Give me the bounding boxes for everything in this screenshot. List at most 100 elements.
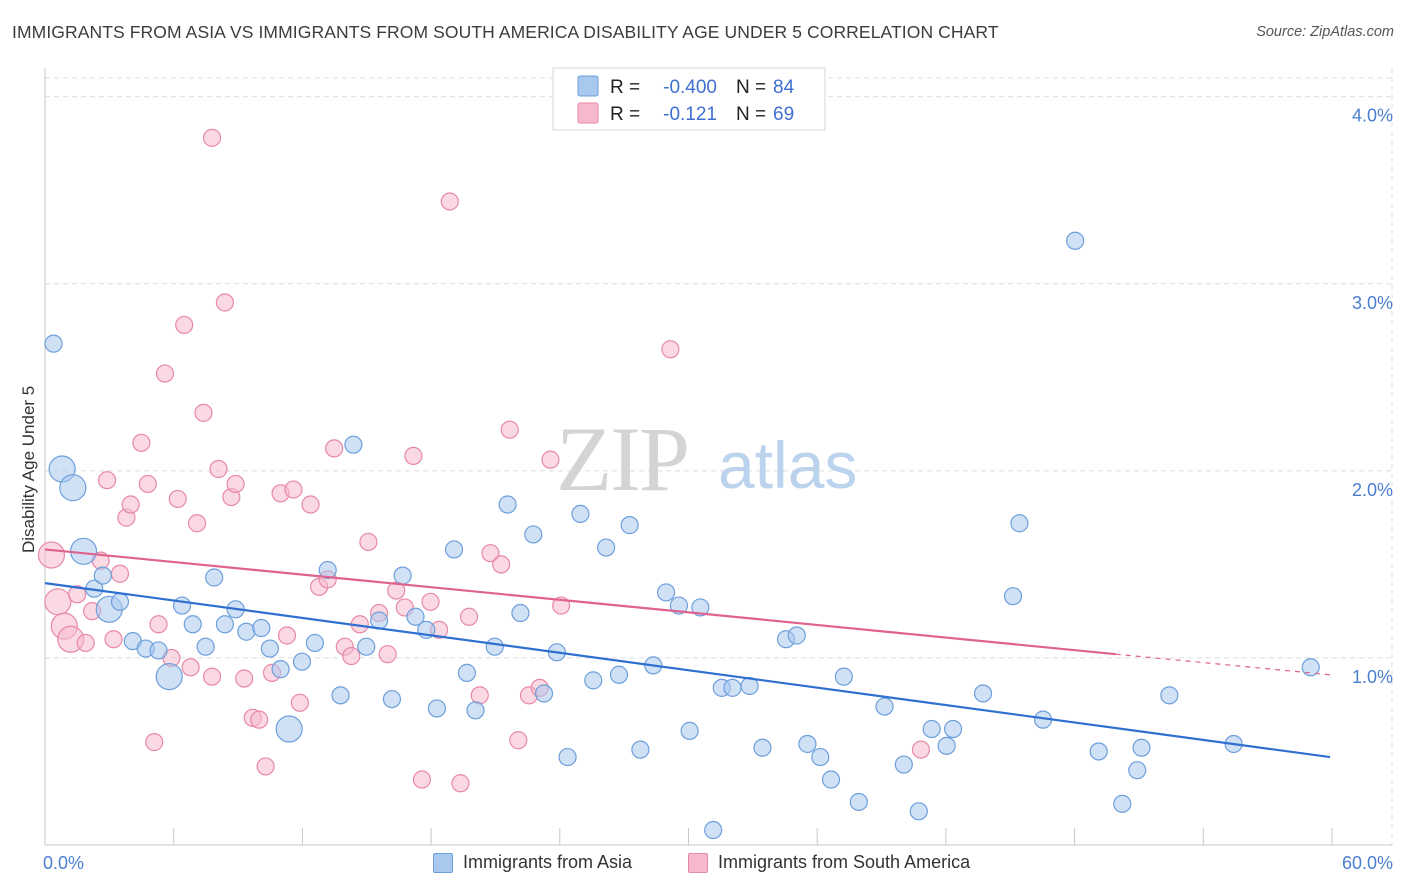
asia-point-49 — [620, 516, 639, 535]
legend-n-value-asia: 84 — [773, 77, 795, 98]
series-asia-points — [44, 231, 1320, 840]
asia-point-27 — [344, 435, 363, 454]
legend-n-value-south-america: 69 — [773, 104, 794, 125]
south-america-point-38 — [290, 693, 309, 712]
asia-point-35 — [444, 540, 464, 559]
asia-point-25 — [318, 560, 337, 580]
asia-point-81 — [1128, 761, 1147, 780]
x-tick-labels: 0.0% 60.0% — [43, 853, 1393, 873]
south-america-point-58 — [470, 686, 489, 705]
south-america-point-44 — [342, 646, 361, 666]
asia-point-38 — [485, 637, 504, 656]
asia-point-7 — [110, 592, 130, 611]
asia-point-22 — [275, 715, 303, 743]
asia-point-20 — [260, 639, 279, 658]
asia-point-73 — [943, 719, 963, 739]
chart-title: IMMIGRANTS FROM ASIA VS IMMIGRANTS FROM … — [12, 22, 999, 42]
legend-r-label-asia: R = — [610, 77, 640, 98]
y-tick-label-3: 4.0% — [1352, 106, 1393, 126]
asia-point-11 — [155, 663, 183, 691]
source-credit: Source: ZipAtlas.com — [1256, 24, 1394, 40]
asia-point-40 — [511, 603, 530, 623]
asia-point-46 — [584, 671, 603, 690]
legend-item-south-america: Immigrants from South America — [688, 852, 970, 873]
asia-point-14 — [196, 637, 215, 656]
legend-swatch-south-america — [688, 852, 708, 873]
south-america-point-22 — [187, 514, 207, 533]
asia-point-65 — [821, 770, 841, 789]
trend-line-asia — [44, 582, 1331, 759]
asia-point-31 — [393, 566, 412, 585]
asia-point-37 — [466, 701, 485, 720]
legend-swatch-asia — [433, 852, 453, 873]
asia-point-56 — [704, 820, 723, 840]
asia-point-67 — [849, 792, 868, 812]
south-america-point-56 — [451, 774, 470, 793]
asia-point-69 — [894, 755, 913, 774]
asia-point-32 — [406, 607, 425, 626]
y-tick-label-2: 3.0% — [1352, 293, 1393, 313]
asia-point-13 — [183, 615, 202, 634]
asia-point-28 — [357, 637, 376, 656]
south-america-point-39 — [301, 495, 320, 514]
south-america-point-10 — [110, 564, 130, 583]
south-america-point-23 — [194, 403, 213, 422]
asia-point-66 — [834, 667, 853, 686]
south-america-point-32 — [250, 710, 269, 729]
south-america-point-1 — [44, 588, 72, 616]
asia-point-63 — [798, 734, 817, 754]
y-tick-label-0: 1.0% — [1352, 667, 1393, 687]
legend-item-asia: Immigrants from Asia — [433, 852, 632, 873]
legend-n-label-asia: N = — [736, 77, 766, 98]
south-america-point-36 — [277, 626, 297, 645]
x-tick-label-1: 60.0% — [1342, 853, 1393, 873]
legend-label-south-america: Immigrants from South America — [718, 852, 971, 872]
south-america-point-57 — [459, 607, 479, 626]
watermark-zip: ZIP — [556, 408, 688, 510]
asia-point-19 — [252, 618, 271, 638]
south-america-point-29 — [226, 474, 245, 494]
asia-point-54 — [680, 721, 699, 740]
south-america-point-0 — [37, 541, 66, 569]
legend-n-label-south-america: N = — [736, 104, 766, 125]
asia-point-74 — [973, 684, 993, 703]
asia-point-48 — [609, 665, 629, 684]
asia-point-12 — [172, 596, 192, 615]
y-tick-labels: 1.0% 2.0% 3.0% 4.0% — [1352, 106, 1393, 687]
south-america-point-33 — [256, 757, 275, 776]
south-america-point-17 — [155, 364, 175, 383]
asia-point-2 — [59, 474, 87, 502]
asia-point-64 — [811, 747, 830, 767]
legend-swatch-asia — [577, 75, 599, 97]
south-america-point-65 — [541, 450, 560, 469]
south-america-point-12 — [121, 495, 140, 514]
trend-line-south-america — [44, 548, 1116, 656]
asia-point-55 — [691, 598, 710, 617]
y-tick-label-1: 2.0% — [1352, 480, 1393, 500]
grid-lines — [45, 68, 1393, 845]
series-legend: Immigrants from Asia Immigrants from Sou… — [0, 852, 1406, 878]
south-america-point-67 — [661, 340, 680, 359]
south-america-point-4 — [68, 585, 87, 604]
asia-point-60 — [753, 738, 772, 757]
asia-point-23 — [292, 652, 312, 671]
south-america-point-19 — [168, 489, 187, 509]
south-america-point-21 — [181, 658, 200, 677]
asia-point-44 — [558, 747, 577, 767]
asia-point-10 — [149, 641, 168, 660]
asia-point-18 — [237, 622, 256, 641]
asia-point-15 — [205, 568, 224, 587]
asia-point-80 — [1113, 794, 1132, 813]
asia-point-53 — [669, 596, 689, 615]
asia-point-79 — [1089, 742, 1108, 761]
asia-point-5 — [93, 566, 112, 585]
asia-point-76 — [1010, 514, 1029, 533]
south-america-point-13 — [132, 433, 151, 452]
asia-point-68 — [875, 697, 894, 716]
correlation-legend: R = -0.400 N = 84 R = -0.121 N = 69 — [552, 67, 826, 131]
south-america-point-8 — [98, 471, 117, 490]
south-america-point-9 — [104, 630, 123, 649]
south-america-point-53 — [421, 592, 440, 611]
x-tick-label-0: 0.0% — [43, 853, 84, 873]
asia-point-50 — [631, 740, 650, 759]
